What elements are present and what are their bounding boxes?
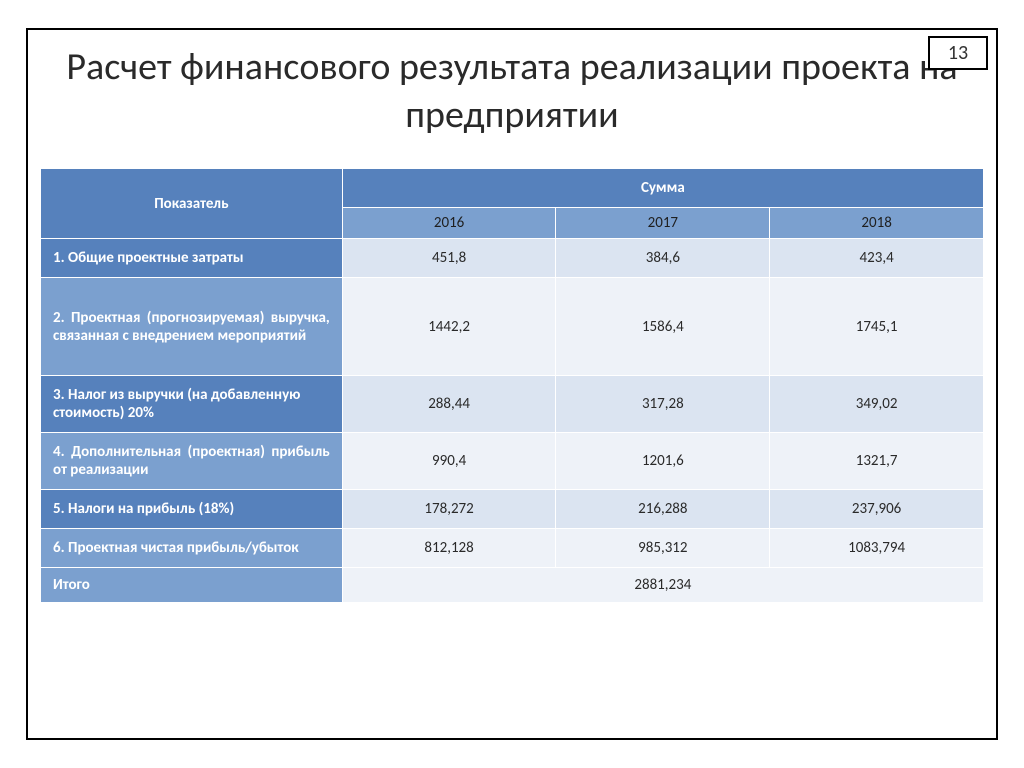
- table-row: 1. Общие проектные затраты451,8384,6423,…: [41, 239, 984, 278]
- row-value: 451,8: [342, 239, 556, 278]
- header-year-2017: 2017: [556, 208, 770, 239]
- table-row: 2. Проектная (прогнозируемая) выручка, с…: [41, 278, 984, 376]
- row-label: 5. Налоги на прибыль (18%): [41, 490, 343, 529]
- row-value: 1442,2: [342, 278, 556, 376]
- row-value: 216,288: [556, 490, 770, 529]
- row-value: 288,44: [342, 376, 556, 433]
- financial-table-container: Показатель Сумма 2016 2017 2018 1. Общие…: [40, 168, 984, 603]
- row-value: 237,906: [770, 490, 984, 529]
- row-value: 349,02: [770, 376, 984, 433]
- row-label: 3. Налог из выручки (на добавленную стои…: [41, 376, 343, 433]
- row-value: 384,6: [556, 239, 770, 278]
- header-sum: Сумма: [342, 169, 983, 208]
- table-row: 5. Налоги на прибыль (18%)178,272216,288…: [41, 490, 984, 529]
- table-row: 6. Проектная чистая прибыль/убыток812,12…: [41, 529, 984, 568]
- header-indicator: Показатель: [41, 169, 343, 239]
- footer-label: Итого: [41, 568, 343, 603]
- row-value: 1201,6: [556, 433, 770, 490]
- row-value: 1083,794: [770, 529, 984, 568]
- table-row: 4. Дополнительная (проектная) прибыль от…: [41, 433, 984, 490]
- row-value: 812,128: [342, 529, 556, 568]
- row-label: 4. Дополнительная (проектная) прибыль от…: [41, 433, 343, 490]
- row-value: 1586,4: [556, 278, 770, 376]
- table-row: 3. Налог из выручки (на добавленную стои…: [41, 376, 984, 433]
- row-label: 2. Проектная (прогнозируемая) выручка, с…: [41, 278, 343, 376]
- row-value: 1745,1: [770, 278, 984, 376]
- financial-table: Показатель Сумма 2016 2017 2018 1. Общие…: [40, 168, 984, 603]
- row-label: 1. Общие проектные затраты: [41, 239, 343, 278]
- row-label: 6. Проектная чистая прибыль/убыток: [41, 529, 343, 568]
- row-value: 423,4: [770, 239, 984, 278]
- header-year-2016: 2016: [342, 208, 556, 239]
- table-body: 1. Общие проектные затраты451,8384,6423,…: [41, 239, 984, 568]
- row-value: 990,4: [342, 433, 556, 490]
- footer-value: 2881,234: [342, 568, 983, 603]
- row-value: 178,272: [342, 490, 556, 529]
- header-year-2018: 2018: [770, 208, 984, 239]
- row-value: 985,312: [556, 529, 770, 568]
- slide-title: Расчет финансового результата реализации…: [50, 44, 974, 139]
- page-number: 13: [948, 41, 968, 65]
- page-number-box: 13: [928, 36, 988, 70]
- row-value: 1321,7: [770, 433, 984, 490]
- row-value: 317,28: [556, 376, 770, 433]
